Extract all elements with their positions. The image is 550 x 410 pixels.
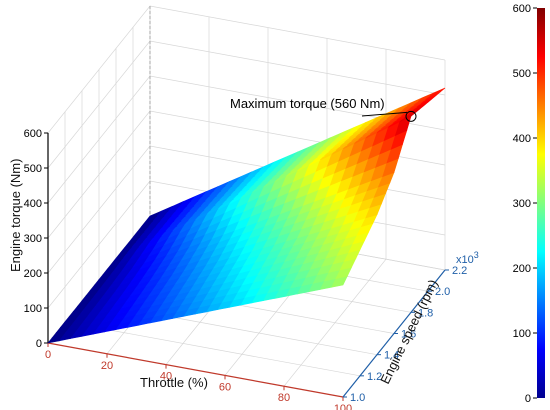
colorbar-tick-label: 100	[513, 328, 531, 340]
x-tick-label: 40	[160, 371, 172, 383]
y-tick-label: 2.2	[452, 265, 467, 277]
surface-patch	[429, 87, 446, 97]
y-tick-label: 1.6	[401, 329, 416, 341]
colorbar-tick-label: 200	[513, 263, 531, 275]
max-torque-marker	[405, 110, 417, 122]
x-tick-label: 80	[278, 392, 290, 404]
y-tick-label: 1.4	[384, 350, 399, 362]
z-tick-label: 0	[36, 338, 42, 350]
colorbar-bar	[537, 8, 545, 398]
z-tick-label: 100	[24, 303, 42, 315]
colorbar-tick-label: 300	[513, 198, 531, 210]
y-axis-title: Engine speed (rpm)	[377, 277, 441, 386]
annotation-text: Maximum torque (560 Nm)	[230, 96, 385, 111]
axes-layer: 0204060801001.01.21.41.61.82.02.20100200…	[24, 128, 468, 410]
y-axis-multiplier: x103	[456, 250, 479, 266]
annotation-layer	[361, 110, 417, 122]
z-tick-label: 600	[24, 128, 42, 140]
grid-line	[64, 321, 361, 377]
y-axis-multiplier-exp: 3	[474, 250, 479, 260]
surface-layer	[47, 87, 446, 344]
annotation-leader	[361, 111, 408, 117]
z-tick-label: 300	[24, 233, 42, 245]
x-axis-title: Throttle (%)	[140, 375, 208, 390]
y-tick-label: 1.8	[418, 307, 433, 319]
y-tick-label: 2.0	[435, 286, 450, 298]
colorbar-tick-label: 500	[513, 68, 531, 80]
z-tick-label: 200	[24, 268, 42, 280]
x-tick-label: 20	[101, 360, 113, 372]
z-tick-label: 400	[24, 198, 42, 210]
x-tick-label: 0	[45, 349, 51, 361]
colorbar-tick-label: 0	[525, 393, 531, 405]
y-tick-label: 1.0	[350, 392, 365, 404]
x-tick-label: 60	[219, 381, 231, 393]
x-tick-label: 100	[334, 403, 352, 410]
colorbar: 0 100 200 300 400 500 600	[513, 3, 545, 405]
colorbar-tick-label: 400	[513, 133, 531, 145]
z-axis-title: Engine torque (Nm)	[8, 159, 23, 272]
colorbar-tick-label: 600	[513, 3, 531, 15]
y-tick-label: 1.2	[367, 371, 382, 383]
x-axis-line	[47, 342, 344, 398]
z-tick-label: 500	[24, 163, 42, 175]
